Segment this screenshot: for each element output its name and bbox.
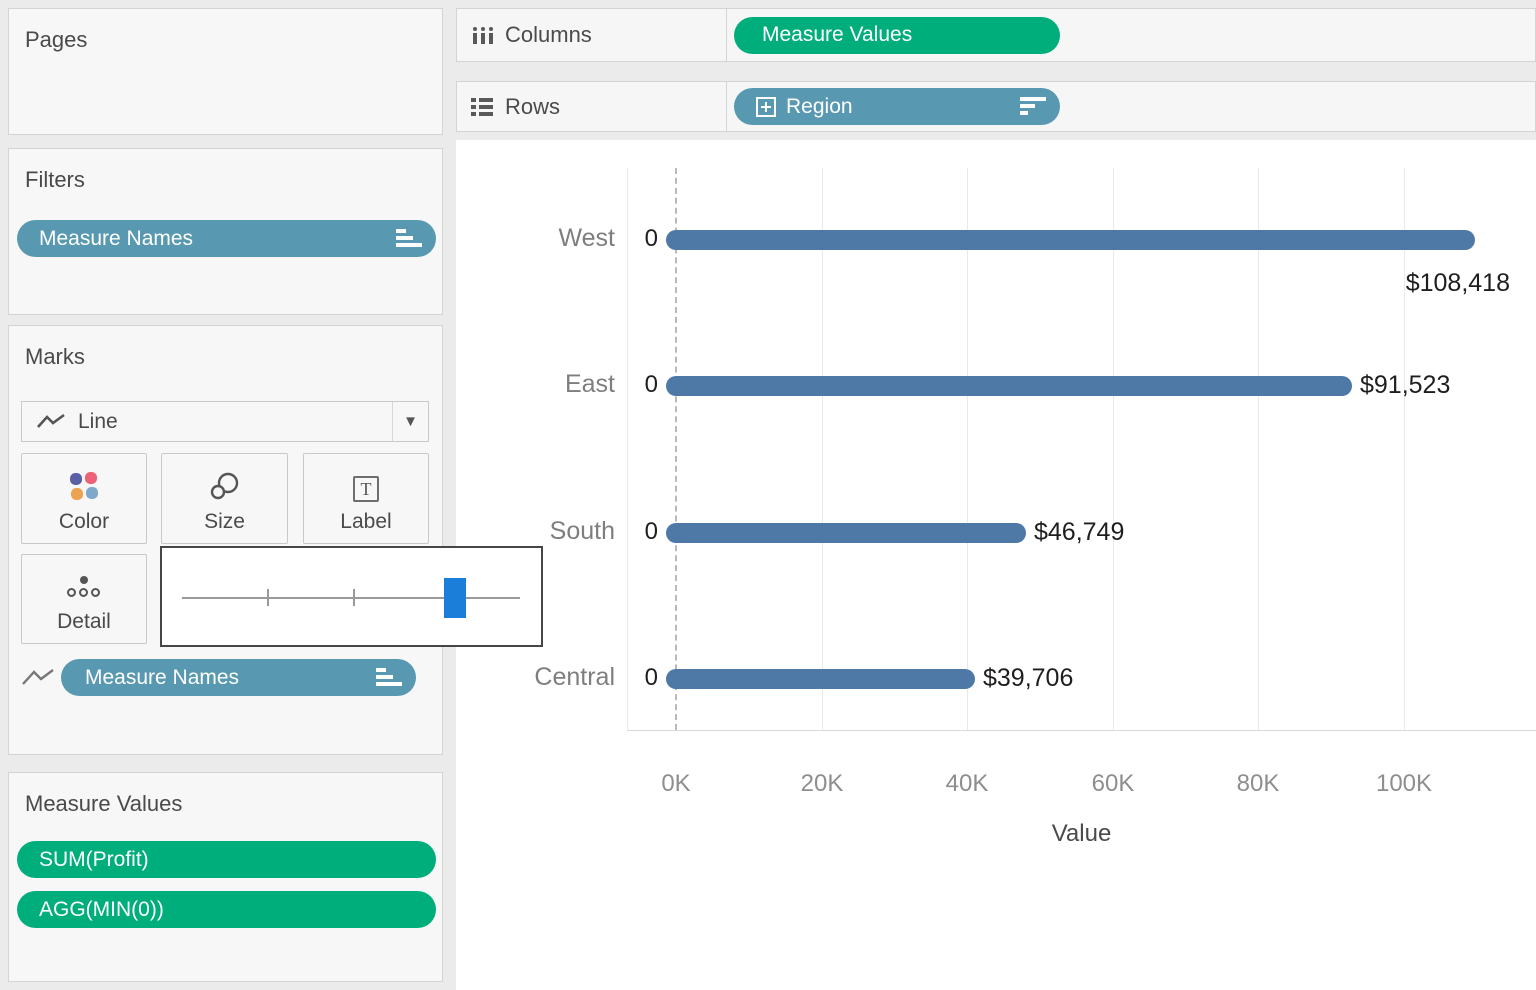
x-tick-label: 40K	[945, 770, 989, 797]
gridline	[1113, 168, 1114, 730]
measure-values-card: Measure Values SUM(Profit) AGG(MIN(0))	[8, 772, 443, 982]
bar-label: $108,418	[1405, 269, 1510, 297]
filters-card: Filters Measure Names	[8, 148, 443, 315]
detail-button[interactable]: Detail	[21, 554, 147, 644]
gridline	[1404, 168, 1405, 730]
rows-shelf[interactable]: Region	[726, 81, 1536, 132]
sort-ascending-icon[interactable]	[396, 228, 422, 249]
x-tick-label: 100K	[1375, 770, 1433, 797]
bar-label: $46,749	[1034, 518, 1125, 546]
measure-values-title: Measure Values	[25, 791, 183, 816]
bar-central[interactable]	[666, 669, 975, 689]
rows-pill-region[interactable]: Region	[734, 88, 1060, 125]
bar-east[interactable]	[666, 376, 1352, 396]
bar-south[interactable]	[666, 523, 1026, 543]
x-axis-title: Value	[1051, 820, 1112, 847]
x-tick-label: 80K	[1236, 770, 1280, 797]
chevron-down-icon[interactable]: ▼	[392, 402, 428, 441]
row-header-east[interactable]: East	[564, 370, 615, 398]
size-slider-handle[interactable]	[444, 578, 466, 618]
pages-card: Pages	[8, 8, 443, 135]
bar-west[interactable]	[666, 230, 1475, 250]
marks-pill-measure-names[interactable]: Measure Names	[61, 659, 416, 696]
rows-icon	[471, 98, 493, 116]
gridline	[822, 168, 823, 730]
label-icon: T	[353, 476, 379, 502]
row-header-central[interactable]: Central	[534, 663, 615, 691]
sort-ascending-icon[interactable]	[376, 667, 402, 688]
line-mark-icon	[37, 413, 65, 428]
plot-left-border	[627, 168, 628, 730]
size-slider-track[interactable]	[182, 597, 520, 599]
columns-pill-measure-values[interactable]: Measure Values	[734, 16, 1060, 54]
bar-label: $39,706	[983, 664, 1074, 692]
zero-mark-label: 0	[644, 225, 658, 252]
rows-shelf-label: Rows	[456, 81, 727, 132]
x-tick-label: 60K	[1091, 770, 1135, 797]
marks-card: Marks Line ▼ Color Size T Label Detail M…	[8, 325, 443, 755]
pages-title: Pages	[25, 27, 88, 52]
expand-icon[interactable]	[756, 96, 776, 117]
size-slider-popup	[160, 546, 543, 647]
x-tick-label: 20K	[800, 770, 844, 797]
measure-values-pill-sum-profit[interactable]: SUM(Profit)	[17, 841, 436, 878]
filter-pill-measure-names[interactable]: Measure Names	[17, 220, 436, 257]
size-slider-tick	[353, 589, 355, 606]
measure-values-pill-agg-min[interactable]: AGG(MIN(0))	[17, 891, 436, 928]
marks-title: Marks	[25, 344, 85, 369]
x-axis-line	[627, 730, 1536, 731]
zero-mark-label: 0	[644, 371, 658, 398]
mark-type-label: Line	[78, 409, 118, 433]
columns-shelf-label: Columns	[456, 8, 727, 62]
color-icon	[69, 472, 99, 502]
label-button[interactable]: T Label	[303, 453, 429, 544]
zero-mark-label: 0	[644, 664, 658, 691]
zero-mark-label: 0	[644, 518, 658, 545]
color-button[interactable]: Color	[21, 453, 147, 544]
row-header-west[interactable]: West	[558, 224, 616, 252]
columns-icon	[473, 26, 493, 44]
columns-shelf[interactable]: Measure Values	[726, 8, 1536, 62]
size-button[interactable]: Size	[161, 453, 288, 544]
gridline	[1258, 168, 1259, 730]
mark-type-dropdown[interactable]: Line ▼	[21, 401, 429, 442]
bar-label: $91,523	[1360, 371, 1451, 399]
detail-icon	[66, 576, 102, 602]
chart-view: West 0 $108,418 East 0 $91,523 South 0 $46,749 Ce…	[456, 140, 1536, 990]
zero-reference-line	[675, 168, 677, 730]
sort-descending-icon[interactable]	[1020, 96, 1046, 117]
size-icon	[210, 472, 238, 500]
filters-title: Filters	[25, 167, 85, 192]
row-header-south[interactable]: South	[549, 517, 615, 545]
gridline	[967, 168, 968, 730]
line-mark-icon	[22, 668, 54, 685]
size-slider-tick	[267, 589, 269, 606]
x-tick-label: 0K	[661, 770, 691, 797]
